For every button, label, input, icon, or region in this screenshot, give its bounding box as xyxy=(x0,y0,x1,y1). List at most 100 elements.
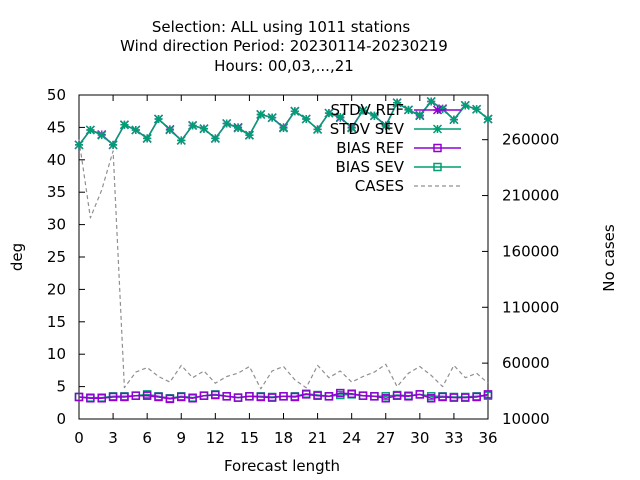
data-point-stdv-sev xyxy=(267,113,277,123)
plot-frame xyxy=(78,94,489,420)
series-line-stdv-sev xyxy=(78,100,489,146)
x-tick-label: 27 xyxy=(376,429,395,447)
series-cases xyxy=(78,139,489,390)
data-point-stdv-sev xyxy=(142,133,152,143)
data-point-bias-ref xyxy=(404,392,413,401)
y-tick-label: 50 xyxy=(47,86,66,104)
x-tick-label: 30 xyxy=(410,429,429,447)
data-point-bias-ref xyxy=(313,391,322,400)
data-point-stdv-sev xyxy=(460,100,470,110)
legend-marker-stdv-ref xyxy=(432,105,443,115)
data-point-bias-ref xyxy=(290,392,300,402)
data-point-stdv-sev xyxy=(347,123,357,133)
y-axis-label: deg xyxy=(8,243,26,271)
data-point-bias-ref xyxy=(449,393,459,402)
y-tick-label: 15 xyxy=(47,313,66,331)
data-point-bias-ref xyxy=(324,392,334,401)
data-point-bias-ref xyxy=(188,394,197,403)
data-point-bias-ref xyxy=(199,391,209,400)
data-point-stdv-sev xyxy=(153,114,164,124)
y-tick-label: 35 xyxy=(47,183,66,201)
series-stdv-sev xyxy=(74,96,493,150)
data-point-stdv-sev xyxy=(449,115,459,125)
y-tick-label: 45 xyxy=(47,118,66,136)
data-point-stdv-sev xyxy=(415,110,425,120)
data-point-bias-ref xyxy=(381,394,390,403)
data-point-bias-ref xyxy=(74,392,84,402)
x-tick-label: 3 xyxy=(108,429,118,447)
y2-tick-label: 160000 xyxy=(502,242,559,260)
y-tick-label: 5 xyxy=(56,378,66,396)
legend-label-cases: CASES xyxy=(355,177,404,195)
legend-label-bias-sev: BIAS SEV xyxy=(335,158,404,176)
data-point-bias-ref xyxy=(267,393,277,402)
data-point-bias-ref xyxy=(370,392,379,401)
data-point-bias-ref xyxy=(426,394,436,403)
series-line-cases xyxy=(78,139,489,390)
data-point-bias-ref xyxy=(131,391,141,400)
data-point-bias-ref xyxy=(472,392,481,402)
y2-tick-label: 210000 xyxy=(502,187,559,205)
data-point-bias-ref xyxy=(415,390,425,399)
data-point-bias-ref xyxy=(245,392,254,401)
x-tick-label: 15 xyxy=(240,429,259,447)
x-tick-label: 21 xyxy=(308,429,327,447)
data-point-stdv-sev xyxy=(381,121,391,131)
data-point-bias-ref xyxy=(483,390,493,399)
data-point-stdv-sev xyxy=(97,130,107,140)
y-tick-label: 0 xyxy=(56,410,66,428)
data-point-bias-ref xyxy=(336,388,345,398)
data-point-stdv-sev xyxy=(392,98,402,108)
y2-tick-label: 110000 xyxy=(502,298,559,316)
data-point-bias-ref xyxy=(301,390,311,399)
x-tick-label: 18 xyxy=(274,429,293,447)
data-point-stdv-sev xyxy=(74,140,84,150)
series-stdv-ref xyxy=(74,96,493,150)
data-point-stdv-sev xyxy=(313,124,323,134)
legend-label-stdv-ref: STDV REF xyxy=(330,101,404,119)
data-point-stdv-sev xyxy=(278,123,289,133)
data-point-bias-ref xyxy=(358,391,368,400)
legend-marker-bias-sev xyxy=(433,162,442,172)
data-point-stdv-sev xyxy=(301,114,311,124)
y-tick-label: 25 xyxy=(47,248,66,266)
legend-label-stdv-sev: STDV SEV xyxy=(330,120,405,138)
data-point-bias-ref xyxy=(392,391,402,400)
data-point-stdv-sev xyxy=(119,120,129,130)
data-point-stdv-sev xyxy=(233,123,243,133)
x-tick-label: 33 xyxy=(444,429,463,447)
data-point-bias-ref xyxy=(256,392,266,402)
data-point-stdv-sev xyxy=(131,125,141,135)
data-point-bias-ref xyxy=(154,392,163,402)
data-point-stdv-sev xyxy=(188,120,198,130)
data-point-stdv-sev xyxy=(358,106,368,116)
data-point-stdv-sev xyxy=(290,106,300,116)
data-point-bias-ref xyxy=(108,392,118,402)
chart-title: Selection: ALL using 1011 stations Wind … xyxy=(120,18,448,75)
y2-tick-label: 10000 xyxy=(502,410,550,428)
data-point-bias-ref xyxy=(438,392,447,402)
data-point-bias-ref xyxy=(177,392,186,402)
y2-tick-label: 260000 xyxy=(502,131,559,149)
title-line-2: Wind direction Period: 20230114-20230219 xyxy=(120,37,448,55)
data-point-bias-ref xyxy=(165,394,175,404)
data-point-stdv-sev xyxy=(165,125,175,135)
data-point-stdv-sev xyxy=(244,130,254,140)
data-point-stdv-sev xyxy=(426,96,436,107)
y2-axis-label: No cases xyxy=(600,224,618,292)
x-tick-label: 36 xyxy=(478,429,497,447)
legend-label-bias-ref: BIAS REF xyxy=(336,139,404,157)
x-tick-label: 9 xyxy=(176,429,186,447)
y2-tick-label: 60000 xyxy=(502,354,550,372)
data-point-stdv-sev xyxy=(403,105,414,115)
data-point-stdv-sev xyxy=(222,118,232,129)
data-point-bias-ref xyxy=(347,389,356,398)
data-point-stdv-sev xyxy=(256,109,266,119)
data-point-bias-ref xyxy=(461,393,470,402)
series-bias-ref xyxy=(74,388,493,404)
data-point-bias-ref xyxy=(86,394,95,403)
y-tick-label: 10 xyxy=(47,345,66,363)
series-layer xyxy=(74,96,493,404)
